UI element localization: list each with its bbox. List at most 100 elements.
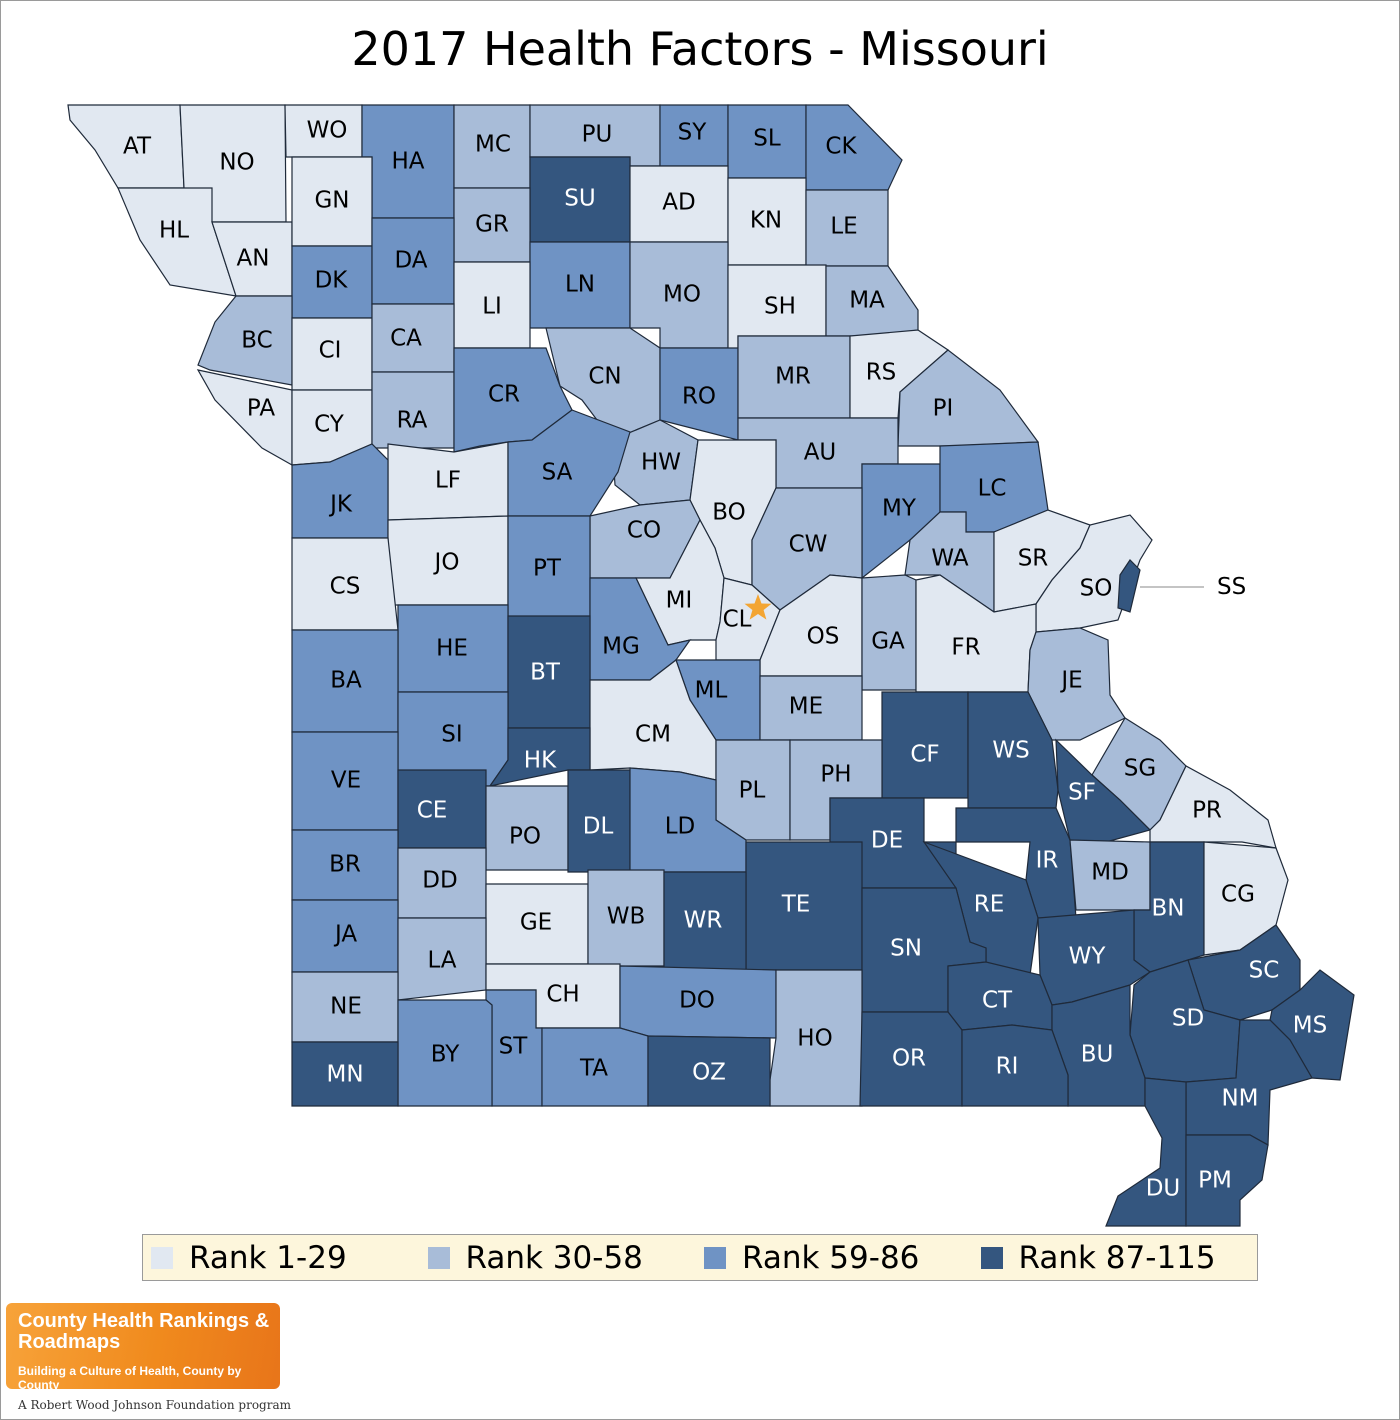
county-label-hl: HL	[159, 218, 189, 244]
county-label-sf: SF	[1068, 780, 1096, 806]
county-label-pa: PA	[247, 396, 275, 422]
county-label-lf: LF	[435, 468, 461, 494]
county-label-mi: MI	[666, 588, 693, 614]
legend-swatch-tier2	[427, 1246, 450, 1269]
county-bc[interactable]	[197, 295, 293, 386]
county-label-sc: SC	[1249, 958, 1280, 984]
capital-star-icon	[744, 594, 772, 620]
county-label-wr: WR	[684, 908, 723, 934]
county-du[interactable]	[1105, 1077, 1187, 1227]
county-label-ld: LD	[665, 814, 696, 840]
county-label-sh: SH	[764, 294, 796, 320]
county-label-ha: HA	[391, 149, 424, 175]
county-label-by: BY	[431, 1042, 461, 1068]
county-ck[interactable]	[805, 104, 903, 191]
county-label-cg: CG	[1221, 882, 1255, 908]
county-label-nm: NM	[1221, 1086, 1258, 1112]
county-label-ph: PH	[820, 762, 851, 788]
county-label-md: MD	[1091, 860, 1129, 886]
county-label-da: DA	[394, 248, 427, 274]
county-label-an: AN	[237, 246, 270, 272]
county-label-ne: NE	[330, 994, 362, 1020]
county-label-ta: TA	[579, 1056, 608, 1082]
county-label-dk: DK	[315, 268, 349, 294]
county-label-dd: DD	[422, 868, 457, 894]
chr-logo[interactable]: County Health Rankings & Roadmaps Buildi…	[6, 1303, 280, 1392]
county-label-si: SI	[441, 722, 462, 748]
county-label-ri: RI	[996, 1054, 1019, 1080]
county-label-jo: JO	[433, 550, 460, 576]
county-label-do: DO	[679, 988, 715, 1014]
county-label-fr: FR	[951, 635, 980, 661]
county-label-pm: PM	[1198, 1168, 1232, 1194]
county-label-wy: WY	[1069, 944, 1107, 970]
county-label-ho: HO	[797, 1026, 832, 1052]
county-label-co: CO	[627, 518, 661, 544]
county-label-me: ME	[789, 694, 823, 720]
legend-swatch-tier4	[980, 1246, 1003, 1269]
county-label-ja: JA	[333, 922, 357, 948]
county-label-st: ST	[499, 1034, 529, 1060]
legend-item-tier4: Rank 87-115	[980, 1239, 1258, 1276]
county-label-cf: CF	[910, 742, 939, 768]
logo-tagline: A Robert Wood Johnson Foundation program	[18, 1398, 291, 1412]
county-label-hw: HW	[641, 450, 681, 476]
county-oz[interactable]	[647, 1035, 771, 1107]
county-label-cw: CW	[789, 532, 828, 558]
county-ss[interactable]	[1117, 559, 1141, 613]
county-label-li: LI	[482, 294, 502, 320]
county-label-cm: CM	[635, 722, 671, 748]
legend-item-tier2: Rank 30-58	[427, 1239, 705, 1276]
county-label-cr: CR	[488, 382, 520, 408]
county-label-os: OS	[807, 624, 840, 650]
county-label-ms: MS	[1293, 1013, 1327, 1039]
legend-swatch-tier1	[151, 1246, 173, 1269]
county-label-at: AT	[123, 134, 152, 160]
county-label-sg: SG	[1124, 756, 1156, 782]
county-label-cl: CL	[723, 607, 752, 633]
county-label-sl: SL	[753, 126, 781, 152]
county-label-ci: CI	[319, 338, 342, 364]
legend-label: Rank 59-86	[742, 1239, 920, 1276]
county-label-ce: CE	[417, 798, 448, 824]
county-pa[interactable]	[196, 369, 293, 467]
legend-label: Rank 87-115	[1018, 1239, 1216, 1276]
county-label-kn: KN	[750, 208, 782, 234]
county-label-jk: JK	[328, 492, 353, 518]
county-ri[interactable]	[961, 1024, 1069, 1107]
county-label-ba: BA	[330, 668, 362, 694]
county-pm[interactable]	[1185, 1134, 1269, 1227]
county-label-ra: RA	[397, 408, 428, 434]
county-label-wa: WA	[931, 546, 968, 572]
county-label-mc: MC	[475, 132, 511, 158]
county-label-so: SO	[1080, 576, 1113, 602]
county-label-de: DE	[871, 828, 903, 854]
county-label-ca: CA	[390, 326, 422, 352]
county-label-au: AU	[804, 440, 837, 466]
county-label-hk: HK	[524, 748, 557, 774]
county-label-lc: LC	[978, 476, 1007, 502]
county-label-pl: PL	[739, 778, 766, 804]
county-label-cs: CS	[330, 574, 361, 600]
logo-title: County Health Rankings & Roadmaps	[18, 1310, 270, 1353]
county-label-sa: SA	[542, 460, 573, 486]
county-label-bo: BO	[712, 500, 745, 526]
county-label-or: OR	[892, 1046, 926, 1072]
county-mn[interactable]	[291, 1041, 399, 1107]
legend-label: Rank 30-58	[465, 1239, 643, 1276]
county-label-my: MY	[882, 496, 917, 522]
county-label-la: LA	[427, 948, 456, 974]
county-label-ws: WS	[992, 738, 1029, 764]
county-label-ln: LN	[565, 272, 595, 298]
county-label-pi: PI	[933, 396, 954, 422]
county-label-ga: GA	[871, 629, 905, 655]
legend-item-tier3: Rank 59-86	[704, 1240, 981, 1276]
county-label-ve: VE	[331, 768, 361, 794]
county-label-wo: WO	[307, 118, 348, 144]
county-label-rs: RS	[866, 360, 897, 386]
county-sf[interactable]	[1055, 738, 1152, 843]
county-label-bc: BC	[241, 328, 272, 354]
legend: Rank 1-29 Rank 30-58 Rank 59-86 Rank 87-…	[142, 1234, 1258, 1281]
county-label-du: DU	[1146, 1176, 1181, 1202]
county-label-bu: BU	[1081, 1042, 1114, 1068]
